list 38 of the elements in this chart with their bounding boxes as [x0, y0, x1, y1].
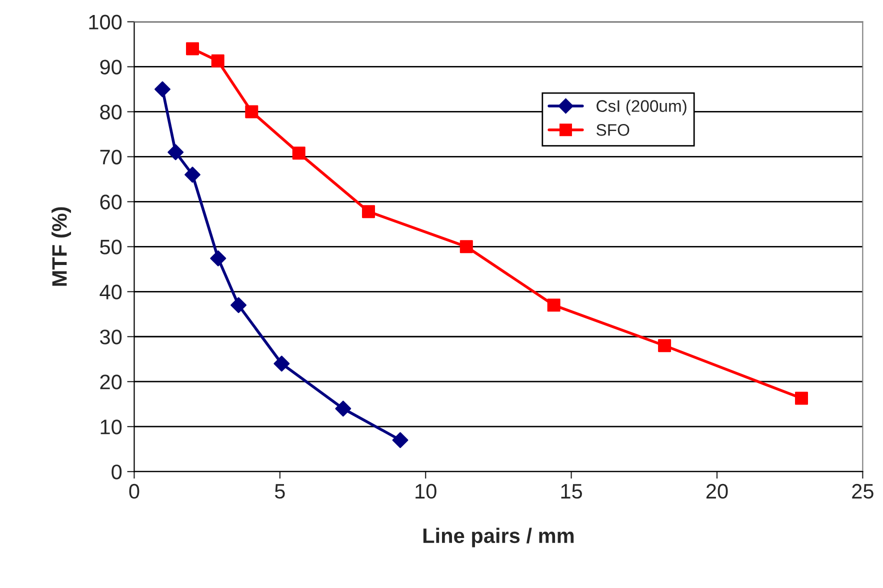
x-tick-label: 15 [561, 484, 582, 499]
point [460, 240, 473, 254]
point [230, 297, 247, 314]
legend-label: SFO [596, 124, 630, 136]
point [210, 250, 226, 266]
y-tick-label: 70 [100, 150, 122, 164]
point [274, 356, 290, 372]
x-tick-label: 25 [852, 484, 874, 499]
point [658, 339, 672, 352]
y-tick-label: 100 [89, 14, 122, 30]
point [362, 205, 375, 218]
point [292, 146, 306, 160]
point [184, 166, 200, 183]
point [186, 42, 199, 56]
point [392, 432, 408, 448]
y-tick-label: 80 [100, 104, 122, 120]
point [168, 144, 184, 160]
y-tick-label: 30 [100, 330, 122, 344]
y-tick-label: 50 [100, 240, 122, 254]
legend-label: CsI (200um) [596, 100, 686, 116]
x-tick-label: 0 [129, 484, 140, 499]
point [547, 298, 560, 312]
point [211, 54, 224, 68]
y-axis-title: MTF (%) [52, 207, 71, 286]
y-tick-label: 10 [100, 420, 122, 434]
y-tick-label: 60 [100, 194, 122, 210]
y-tick-label: 90 [100, 60, 122, 74]
point [154, 81, 170, 98]
y-tick-label: 40 [100, 284, 122, 300]
x-tick-label: 10 [416, 484, 436, 499]
y-tick-label: 20 [100, 374, 122, 390]
point [245, 105, 258, 118]
x-tick-label: 20 [706, 484, 728, 499]
x-axis-title: Line pairs / mm [423, 528, 574, 548]
point [794, 392, 808, 405]
x-tick-label: 5 [274, 484, 285, 499]
y-tick-label: 0 [112, 464, 122, 480]
point [335, 400, 352, 417]
